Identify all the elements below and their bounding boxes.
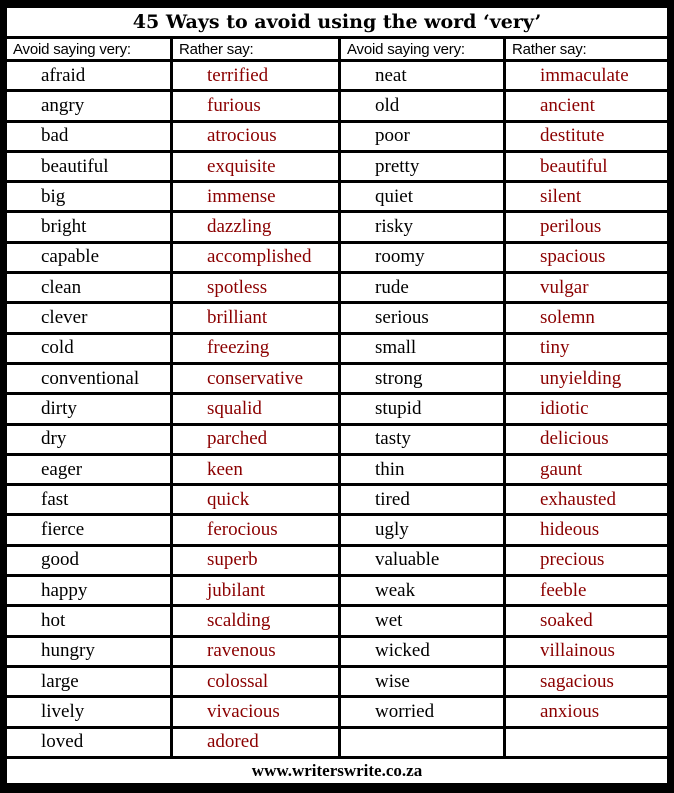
avoid-word: tired (341, 486, 503, 514)
replacement-word: dazzling (173, 213, 338, 241)
avoid-word: good (7, 546, 170, 575)
avoid-word: clever (7, 304, 170, 332)
replacement-word: soaked (506, 607, 667, 635)
avoid-word (341, 728, 503, 756)
replacement-word: atrocious (173, 122, 338, 150)
replacement-word: keen (173, 455, 338, 484)
avoid-word: valuable (341, 546, 503, 575)
header-avoid-1: Avoid saying very: (7, 39, 170, 59)
footer-url: www.writerswrite.co.za (7, 758, 667, 783)
replacement-word: spotless (173, 274, 338, 302)
replacement-word: exquisite (173, 152, 338, 181)
avoid-word: old (341, 92, 503, 120)
replacement-word: superb (173, 546, 338, 575)
avoid-word: small (341, 334, 503, 362)
replacement-word: vivacious (173, 698, 338, 726)
replacement-word: anxious (506, 698, 667, 726)
replacement-word: ravenous (173, 637, 338, 665)
replacement-word: beautiful (506, 152, 667, 181)
replacement-word: precious (506, 546, 667, 575)
replacement-word: silent (506, 183, 667, 211)
replacement-word (506, 728, 667, 756)
avoid-word: bad (7, 122, 170, 150)
replacement-word: immaculate (506, 62, 667, 90)
replacement-word: solemn (506, 304, 667, 332)
replacement-word: furious (173, 92, 338, 120)
replacement-word: parched (173, 425, 338, 453)
avoid-word: hot (7, 607, 170, 635)
avoid-word: bright (7, 213, 170, 241)
avoid-word: hungry (7, 637, 170, 665)
avoid-word: conventional (7, 364, 170, 393)
avoid-word: cold (7, 334, 170, 362)
replacement-word: hideous (506, 516, 667, 544)
avoid-word: risky (341, 213, 503, 241)
avoid-word: ugly (341, 516, 503, 544)
avoid-word: dirty (7, 395, 170, 423)
replacement-word: destitute (506, 122, 667, 150)
avoid-word: lively (7, 698, 170, 726)
avoid-word: happy (7, 577, 170, 605)
replacement-word: exhausted (506, 486, 667, 514)
avoid-word: worried (341, 698, 503, 726)
replacement-word: quick (173, 486, 338, 514)
avoid-word: fast (7, 486, 170, 514)
replacement-word: tiny (506, 334, 667, 362)
avoid-word: dry (7, 425, 170, 453)
replacement-word: feeble (506, 577, 667, 605)
avoid-word: large (7, 667, 170, 696)
avoid-word: eager (7, 455, 170, 484)
header-rather-1: Rather say: (173, 39, 338, 59)
avoid-word: pretty (341, 152, 503, 181)
replacement-word: conservative (173, 364, 338, 393)
avoid-word: roomy (341, 243, 503, 272)
replacement-word: jubilant (173, 577, 338, 605)
replacement-word: ancient (506, 92, 667, 120)
avoid-word: wet (341, 607, 503, 635)
avoid-word: rude (341, 274, 503, 302)
avoid-word: loved (7, 728, 170, 756)
replacement-word: adored (173, 728, 338, 756)
replacement-word: terrified (173, 62, 338, 90)
avoid-word: big (7, 183, 170, 211)
replacement-word: accomplished (173, 243, 338, 272)
avoid-word: capable (7, 243, 170, 272)
avoid-word: neat (341, 62, 503, 90)
replacement-word: ferocious (173, 516, 338, 544)
avoid-word: stupid (341, 395, 503, 423)
avoid-word: thin (341, 455, 503, 484)
avoid-word: afraid (7, 62, 170, 90)
avoid-word: beautiful (7, 152, 170, 181)
avoid-word: tasty (341, 425, 503, 453)
replacement-word: delicious (506, 425, 667, 453)
avoid-word: wicked (341, 637, 503, 665)
replacement-word: gaunt (506, 455, 667, 484)
replacement-word: unyielding (506, 364, 667, 393)
replacement-word: vulgar (506, 274, 667, 302)
avoid-word: poor (341, 122, 503, 150)
header-rather-2: Rather say: (506, 39, 667, 59)
avoid-word: fierce (7, 516, 170, 544)
replacement-word: perilous (506, 213, 667, 241)
replacement-word: spacious (506, 243, 667, 272)
avoid-word: clean (7, 274, 170, 302)
replacement-word: colossal (173, 667, 338, 696)
avoid-word: serious (341, 304, 503, 332)
replacement-word: villainous (506, 637, 667, 665)
avoid-word: quiet (341, 183, 503, 211)
avoid-word: weak (341, 577, 503, 605)
header-avoid-2: Avoid saying very: (341, 39, 503, 59)
replacement-word: idiotic (506, 395, 667, 423)
replacement-word: immense (173, 183, 338, 211)
replacement-word: brilliant (173, 304, 338, 332)
avoid-word: wise (341, 667, 503, 696)
replacement-word: sagacious (506, 667, 667, 696)
replacement-word: scalding (173, 607, 338, 635)
replacement-word: squalid (173, 395, 338, 423)
avoid-word: angry (7, 92, 170, 120)
avoid-word: strong (341, 364, 503, 393)
table-title: 45 Ways to avoid using the word ‘very’ (7, 8, 667, 36)
replacement-word: freezing (173, 334, 338, 362)
